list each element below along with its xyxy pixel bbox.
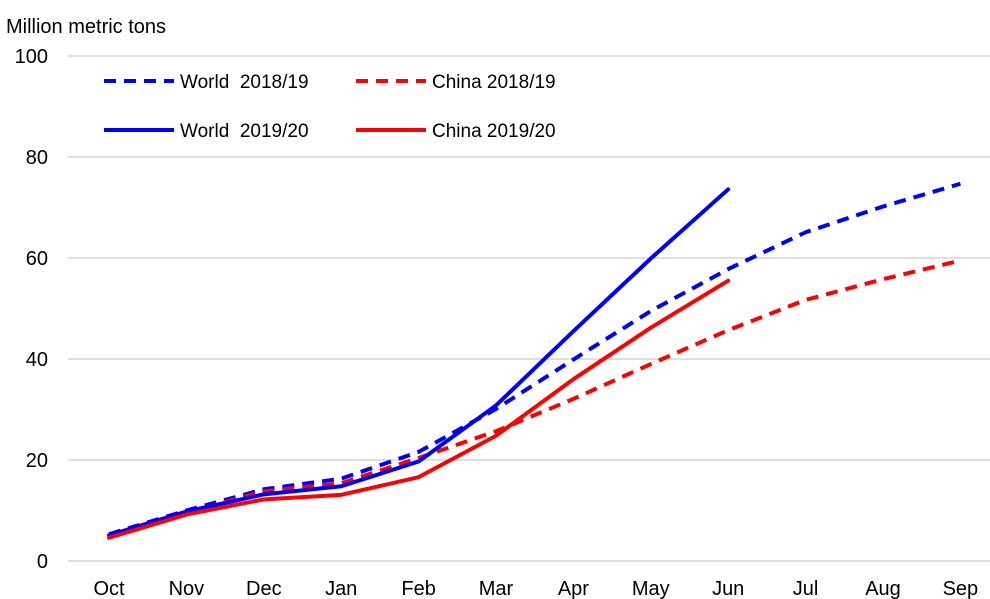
x-tick-labels: Oct Nov Dec Jan Feb Mar Apr May Jun Jul Aug Sep xyxy=(93,578,978,599)
y-tick-label: 40 xyxy=(26,349,48,371)
legend-label-china-2018-19: China 2018/19 xyxy=(432,72,556,93)
legend-label-china-2019-20: China 2019/20 xyxy=(432,121,556,142)
y-tick-labels: 0 20 40 60 80 100 xyxy=(15,46,48,573)
x-tick-label: Oct xyxy=(93,578,125,599)
y-tick-label: 60 xyxy=(26,248,48,270)
legend-label-world-2018-19: World 2018/19 xyxy=(180,72,309,93)
x-tick-label: Jan xyxy=(325,578,357,599)
x-tick-label: Dec xyxy=(246,578,282,599)
series-lines xyxy=(107,181,961,540)
y-axis-title: Million metric tons xyxy=(6,16,166,38)
y-tick-label: 20 xyxy=(26,450,48,472)
x-tick-label: Jun xyxy=(712,578,744,599)
series-line-china-2018-19 xyxy=(108,258,961,539)
x-tick-label: May xyxy=(632,578,670,599)
x-tick-label: Sep xyxy=(943,578,979,599)
x-tick-label: Feb xyxy=(401,578,435,599)
y-tick-label: 80 xyxy=(26,147,48,169)
legend: World 2018/19 China 2018/19 World 2019/20 C… xyxy=(104,72,556,142)
x-tick-label: Mar xyxy=(479,578,514,599)
y-tick-label: 100 xyxy=(15,46,48,68)
series-line-world-2019-20 xyxy=(107,187,731,538)
x-tick-label: Apr xyxy=(558,578,589,599)
series-line-china-2019-20 xyxy=(107,278,731,540)
x-tick-label: Nov xyxy=(169,578,205,599)
x-tick-label: Aug xyxy=(865,578,901,599)
x-tick-label: Jul xyxy=(793,578,819,599)
legend-label-world-2019-20: World 2019/20 xyxy=(180,121,309,142)
y-tick-label: 0 xyxy=(37,551,48,573)
gridlines xyxy=(68,55,990,562)
